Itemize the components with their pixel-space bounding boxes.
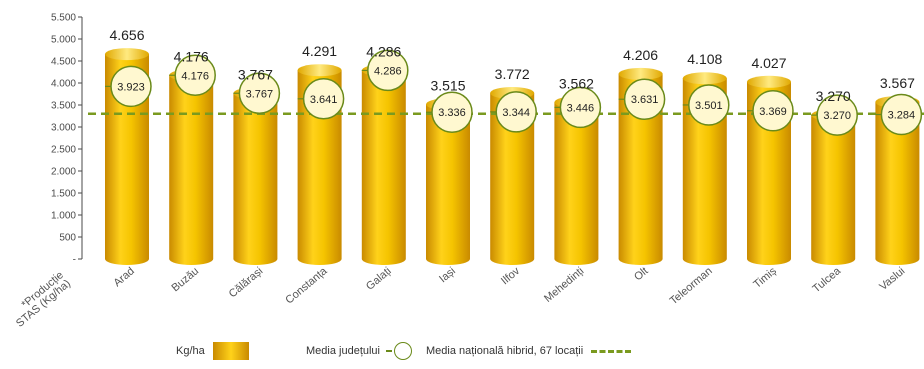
county-average-label: 4.176 [181, 70, 209, 82]
legend-county-label: Media județului [306, 345, 380, 357]
y-tick-label: 1.000 [51, 211, 76, 222]
x-tick-label: Tulcea [810, 265, 843, 296]
x-axis-labels: *ProducțieSTAS (Kg/ha) Arad Buzău Călărași C… [7, 265, 907, 330]
legend-bars: Kg/ha [176, 341, 249, 361]
x-tick-label: Constanța [283, 265, 330, 307]
legend-dash-line [591, 349, 632, 353]
y-tick-label: - [73, 255, 76, 266]
county-average-markers: 3.923 4.176 3.767 3.641 4.286 3.336 3.344 3.446… [105, 49, 923, 136]
bar-value-label: 4.286 [366, 43, 401, 59]
bar [875, 102, 920, 265]
y-tick-label: 4.000 [51, 79, 76, 90]
county-average-marker [688, 84, 730, 126]
legend-national-label: Media națională hibrid, 67 locații [426, 345, 584, 357]
y-axis-title: *ProducțieSTAS (Kg/ha) [7, 269, 73, 330]
bar-value-label: 4.656 [109, 27, 144, 43]
x-tick-label: Vaslui [877, 265, 907, 293]
x-tick-label: Olt [632, 265, 650, 283]
legend-bar-swatch [212, 342, 249, 360]
county-average-marker [495, 91, 537, 133]
y-tick-label: 3.000 [51, 123, 76, 134]
county-average-label: 4.286 [374, 65, 402, 77]
county-average-marker [431, 91, 473, 133]
y-axis: - 500 1.000 1.500 2.000 2.500 3.000 3.500 4.000 4… [51, 13, 83, 266]
legend-bars-label: Kg/ha [176, 345, 205, 357]
bar [297, 70, 342, 265]
y-tick-label: 3.500 [51, 101, 76, 112]
bar-value-label: 3.567 [880, 75, 915, 91]
bar-top [747, 75, 791, 88]
county-average-marker [623, 78, 666, 120]
bar-value-label: 4.291 [302, 43, 337, 59]
county-average-label: 3.284 [888, 110, 916, 122]
y-tick-label: 2.500 [51, 145, 76, 156]
x-tick-label: Galați [364, 265, 394, 293]
legend-national: Media națională hibrid, 67 locații [426, 341, 632, 361]
county-average-label: 3.446 [567, 102, 595, 114]
legend-county: Media județului [306, 341, 412, 361]
bar [105, 54, 149, 265]
bar-value-label: 3.562 [559, 75, 594, 91]
x-tick-label: Timiș [751, 265, 779, 291]
county-average-label: 3.344 [502, 107, 530, 119]
county-average-label: 3.641 [310, 94, 338, 106]
county-average-marker [110, 65, 152, 108]
county-average-marker [174, 54, 216, 97]
county-average-label: 3.369 [759, 106, 787, 118]
bar [682, 78, 727, 265]
x-tick-label: Călărași [227, 265, 266, 300]
y-tick-label: 1.500 [51, 189, 76, 200]
bar [618, 73, 663, 265]
county-average-label: 3.270 [823, 110, 851, 122]
x-tick-label: Iași [437, 265, 458, 285]
county-average-label: 3.923 [117, 81, 145, 93]
bar-value-label: 3.270 [816, 88, 851, 104]
county-average-marker [367, 49, 409, 92]
county-average-marker [752, 90, 794, 132]
bar [169, 75, 214, 265]
bar-top [297, 64, 342, 77]
county-average-marker [559, 86, 602, 129]
county-average-marker [816, 94, 858, 136]
x-tick-label: Buzău [170, 265, 202, 294]
bar-value-label: 4.108 [687, 51, 722, 67]
x-tick-label: Mehedinți [542, 265, 586, 305]
bar [811, 115, 856, 266]
bar-top [105, 48, 149, 61]
bar-top [618, 67, 663, 80]
county-average-label: 3.767 [246, 88, 274, 100]
bar-top [682, 72, 727, 85]
y-tick-label: 4.500 [51, 57, 76, 68]
y-tick-label: 5.000 [51, 35, 76, 46]
bar-value-label: 3.515 [430, 77, 465, 93]
bar [490, 93, 535, 265]
bar [554, 102, 599, 265]
bar-value-label: 4.176 [174, 48, 209, 64]
county-average-label: 3.336 [438, 107, 466, 119]
bar-value-label: 3.767 [238, 66, 273, 82]
x-tick-label: Teleorman [668, 265, 715, 307]
bar [426, 104, 470, 265]
county-average-marker [880, 93, 923, 136]
value-labels: 4.656 4.176 3.767 4.291 4.286 3.515 3.772 3.562… [109, 27, 915, 104]
y-tick-label: 2.000 [51, 167, 76, 178]
y-tick-label: 500 [59, 233, 76, 244]
legend-circle-icon [386, 342, 412, 360]
bar [361, 70, 406, 265]
bar-value-label: 3.772 [495, 66, 530, 82]
county-average-label: 3.631 [631, 94, 659, 106]
x-tick-label: Arad [111, 265, 137, 289]
y-tick-label: 5.500 [51, 13, 76, 24]
bar-value-label: 4.027 [751, 55, 786, 71]
x-tick-label: Ilfov [499, 265, 523, 287]
county-average-marker [238, 72, 281, 115]
bar-value-label: 4.206 [623, 47, 658, 63]
county-average-marker [302, 78, 345, 120]
county-average-label: 3.501 [695, 100, 723, 112]
bar [233, 93, 278, 265]
